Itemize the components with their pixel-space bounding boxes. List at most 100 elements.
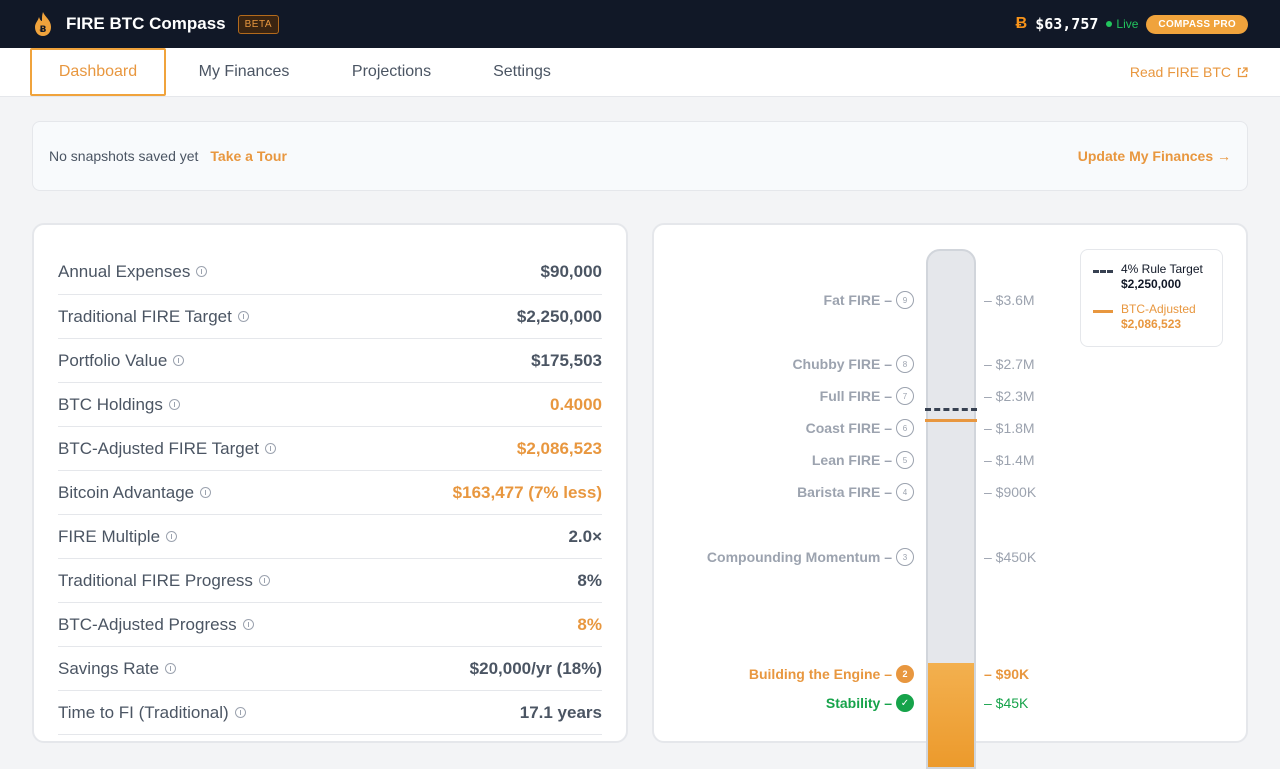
notice-text: No snapshots saved yet [49, 148, 199, 164]
info-icon[interactable] [242, 619, 254, 630]
top-bar: Ƀ FIRE BTC Compass BETA Ƀ $63,757 Live C… [0, 0, 1280, 48]
metric-label: Portfolio Value [58, 350, 168, 370]
metric-row: Savings Rate $20,000/yr (18%) [58, 647, 602, 691]
info-icon[interactable] [165, 663, 177, 674]
fire-level-name: Fat FIRE – [823, 292, 892, 308]
btc-price: $63,757 [1035, 15, 1099, 33]
legend-btc-adjusted: BTC-Adjusted $2,086,523 [1093, 302, 1210, 332]
chart-legend: 4% Rule Target $2,250,000 BTC-Adjusted $… [1080, 249, 1223, 347]
metric-row: Traditional FIRE Progress 8% [58, 559, 602, 603]
fire-level-name: Compounding Momentum – [706, 549, 892, 565]
tab-projections[interactable]: Projections [351, 63, 432, 80]
update-finances-link[interactable]: Update My Finances → [1077, 148, 1231, 164]
progress-thermometer [926, 249, 976, 769]
bitcoin-icon: Ƀ [1015, 15, 1028, 32]
metric-label-wrap: BTC-Adjusted Progress [58, 615, 254, 635]
level-number-badge: 7 [896, 387, 914, 405]
metric-label: Time to FI (Traditional) [58, 702, 229, 722]
fire-level: Fat FIRE –9 [824, 291, 914, 309]
metric-label-wrap: FIRE Multiple [58, 526, 178, 547]
metric-row: BTC-Adjusted Progress 8% [58, 603, 602, 647]
read-fire-btc-link[interactable]: Read FIRE BTC [1130, 48, 1248, 96]
compass-pro-button[interactable]: COMPASS PRO [1146, 14, 1248, 34]
fire-level: Lean FIRE –5 [812, 451, 914, 469]
metric-value: $175,503 [531, 350, 602, 370]
level-number-badge: 6 [896, 419, 914, 437]
info-icon[interactable] [258, 575, 270, 586]
fire-level-amount: – $45K [984, 695, 1029, 711]
metric-label: BTC Holdings [58, 394, 163, 414]
fire-level: Chubby FIRE –8 [792, 355, 914, 373]
check-icon: ✓ [896, 694, 914, 712]
metric-label: Traditional FIRE Target [58, 306, 232, 326]
metric-row: Traditional FIRE Target $2,250,000 [58, 295, 602, 339]
metric-value: 8% [577, 614, 602, 634]
info-icon[interactable] [200, 487, 212, 498]
info-icon[interactable] [237, 311, 249, 322]
fire-thermometer-panel: Fat FIRE –9 – $3.6M Chubby FIRE –8 – $2.7M F… [652, 223, 1248, 769]
metric-label-wrap: Time to FI (Traditional) [58, 703, 246, 723]
metric-value: $2,250,000 [516, 306, 602, 326]
metric-label: BTC-Adjusted Progress [58, 614, 237, 634]
info-icon[interactable] [166, 531, 178, 542]
live-status: Live [1116, 17, 1139, 31]
metric-row: Portfolio Value $175,503 [58, 339, 602, 383]
tab-dashboard[interactable]: Dashboard [30, 48, 166, 96]
fire-level-amount: – $450K [984, 549, 1037, 565]
metric-label: BTC-Adjusted FIRE Target [58, 438, 259, 458]
metric-value: $2,086,523 [516, 438, 602, 458]
level-number-badge: 3 [896, 548, 914, 566]
legend-traditional: 4% Rule Target $2,250,000 [1093, 262, 1210, 292]
fire-level: Full FIRE –7 [820, 387, 914, 405]
brand-name[interactable]: FIRE BTC Compass [66, 14, 226, 33]
level-number-badge: 9 [896, 291, 914, 309]
price-ticker: Ƀ $63,757 Live COMPASS PRO [1015, 14, 1248, 34]
level-number-badge: 8 [896, 355, 914, 373]
metric-value: 0.4000 [550, 394, 602, 414]
metric-value: $20,000/yr (18%) [469, 658, 602, 678]
info-icon[interactable] [234, 707, 246, 718]
tab-my-finances[interactable]: My Finances [198, 63, 290, 80]
fire-level-name: Stability – [825, 695, 892, 711]
fire-level-amount: – $3.6M [984, 292, 1035, 308]
legend-traditional-label: 4% Rule Target [1121, 262, 1203, 276]
metric-row: FIRE Multiple 2.0× [58, 515, 602, 559]
legend-dashed-line-icon [1093, 270, 1113, 273]
info-icon[interactable] [173, 355, 185, 366]
fire-level: Coast FIRE –6 [806, 419, 914, 437]
metric-row: Bitcoin Advantage $163,477 (7% less) [58, 471, 602, 515]
fire-level-amount: – $900K [984, 484, 1037, 500]
fire-level-amount: – $2.3M [984, 388, 1035, 404]
fire-level-name: Chubby FIRE – [792, 356, 892, 372]
legend-btc-value: $2,086,523 [1121, 317, 1182, 331]
metric-row: Annual Expenses $90,000 [58, 249, 602, 295]
info-icon[interactable] [196, 266, 208, 277]
metric-value: $90,000 [540, 261, 602, 281]
metrics-list: Annual Expenses $90,000 Traditional FIRE T… [58, 249, 602, 735]
metric-row: BTC Holdings 0.4000 [58, 383, 602, 427]
level-number-badge: 5 [896, 451, 914, 469]
metric-row: BTC-Adjusted FIRE Target $2,086,523 [58, 427, 602, 471]
metric-label-wrap: Bitcoin Advantage [58, 483, 212, 503]
info-icon[interactable] [168, 399, 180, 410]
bitcoin-flame-icon[interactable]: Ƀ [32, 11, 54, 37]
info-icon[interactable] [264, 443, 276, 454]
metric-label: FIRE Multiple [58, 526, 161, 546]
btc-adjusted-target-marker [925, 419, 977, 422]
legend-solid-line-icon [1093, 310, 1113, 313]
tab-settings[interactable]: Settings [493, 63, 551, 80]
fire-level-name: Building the Engine – [748, 666, 892, 682]
metric-label-wrap: BTC-Adjusted FIRE Target [58, 439, 276, 459]
metric-value: 2.0× [568, 526, 602, 546]
fire-level-name: Coast FIRE – [805, 420, 892, 436]
metric-label-wrap: Traditional FIRE Progress [58, 571, 270, 591]
read-fire-btc-label: Read FIRE BTC [1129, 64, 1231, 80]
metrics-panel: Annual Expenses $90,000 Traditional FIRE T… [32, 223, 628, 743]
thermometer-fill [928, 663, 974, 767]
fire-level: Stability – ✓ [826, 694, 914, 712]
traditional-target-marker [925, 408, 977, 411]
snapshot-notice: No snapshots saved yet Take a Tour Updat… [32, 121, 1248, 191]
metric-label: Annual Expenses [58, 261, 191, 281]
take-tour-link[interactable]: Take a Tour [210, 148, 287, 164]
fire-level: Compounding Momentum –3 [707, 548, 914, 566]
